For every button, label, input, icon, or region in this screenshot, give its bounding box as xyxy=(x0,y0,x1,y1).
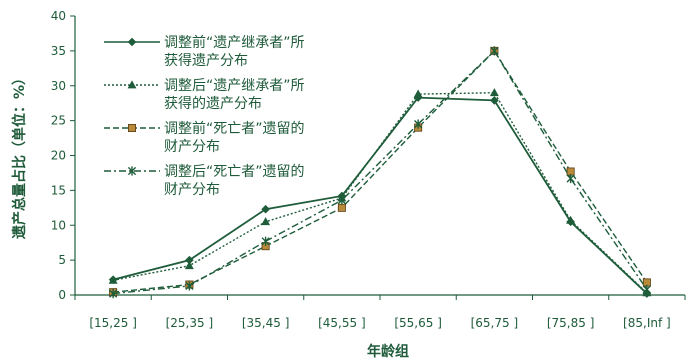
legend-label: 财产分布 xyxy=(164,139,220,155)
y-tick-label: 15 xyxy=(51,183,66,197)
y-tick-label: 5 xyxy=(58,253,66,267)
x-tick-label: [15,25 ] xyxy=(89,316,137,330)
y-tick-label: 40 xyxy=(51,9,66,23)
legend-label: 调整后“死亡者”遗留的 xyxy=(164,164,305,180)
legend-label: 获得的遗产分布 xyxy=(164,95,262,112)
y-tick-label: 20 xyxy=(51,149,66,163)
y-axis-label: 遗产总量占比（单位：%） xyxy=(11,71,28,240)
x-tick-label: [85,Inf ] xyxy=(623,316,671,330)
series-4 xyxy=(109,46,651,299)
star-marker xyxy=(261,236,270,246)
x-axis-label: 年龄组 xyxy=(367,343,409,360)
star-marker xyxy=(337,195,346,205)
y-tick-label: 30 xyxy=(51,79,66,93)
y-tick-label: 25 xyxy=(51,114,66,128)
y-tick-label: 0 xyxy=(58,288,66,302)
x-tick-label: [55,65 ] xyxy=(394,316,442,330)
x-tick-label: [25,35 ] xyxy=(166,316,214,330)
star-marker xyxy=(490,46,499,56)
x-tick-label: [75,85 ] xyxy=(547,316,595,330)
star-marker xyxy=(642,284,651,295)
diamond-marker xyxy=(127,37,137,47)
triangle-marker xyxy=(127,80,137,89)
triangle-marker xyxy=(184,261,194,270)
y-tick-label: 35 xyxy=(51,44,66,58)
series-line xyxy=(113,49,648,295)
legend-label: 财产分布 xyxy=(164,182,220,198)
legend-label: 调整后“遗产继承者”所 xyxy=(164,78,305,94)
star-marker xyxy=(127,166,137,176)
star-marker xyxy=(414,119,423,129)
legend-label: 调整前“死亡者”遗留的 xyxy=(164,120,305,137)
triangle-marker xyxy=(108,275,118,284)
triangle-marker xyxy=(413,89,423,98)
star-marker xyxy=(109,289,118,299)
y-tick-label: 10 xyxy=(51,218,66,232)
diamond-marker xyxy=(261,204,270,214)
triangle-marker xyxy=(566,215,576,224)
square-marker xyxy=(337,203,346,212)
x-tick-label: [45,55 ] xyxy=(318,316,366,330)
x-tick-label: [65,75 ] xyxy=(471,316,519,330)
triangle-marker xyxy=(261,217,271,226)
triangle-marker xyxy=(489,88,499,97)
star-marker xyxy=(566,173,575,184)
legend-label: 调整前“遗产继承者”所 xyxy=(164,34,305,51)
series-layer xyxy=(108,46,652,299)
square-marker xyxy=(127,124,136,133)
diamond-marker xyxy=(490,96,499,105)
legend-label: 获得遗产分布 xyxy=(164,52,248,69)
star-marker xyxy=(185,281,194,291)
axes: 0 5 10 15 20 25 30 35 40 [15,25 ] [25,35 ] [35,45 ]… xyxy=(51,9,686,330)
series-line xyxy=(112,92,648,294)
legend: 调整前“遗产继承者”所获得遗产分布调整后“遗产继承者”所获得的遗产分布调整前“死… xyxy=(104,34,305,198)
x-tick-label: [35,45 ] xyxy=(242,316,290,330)
